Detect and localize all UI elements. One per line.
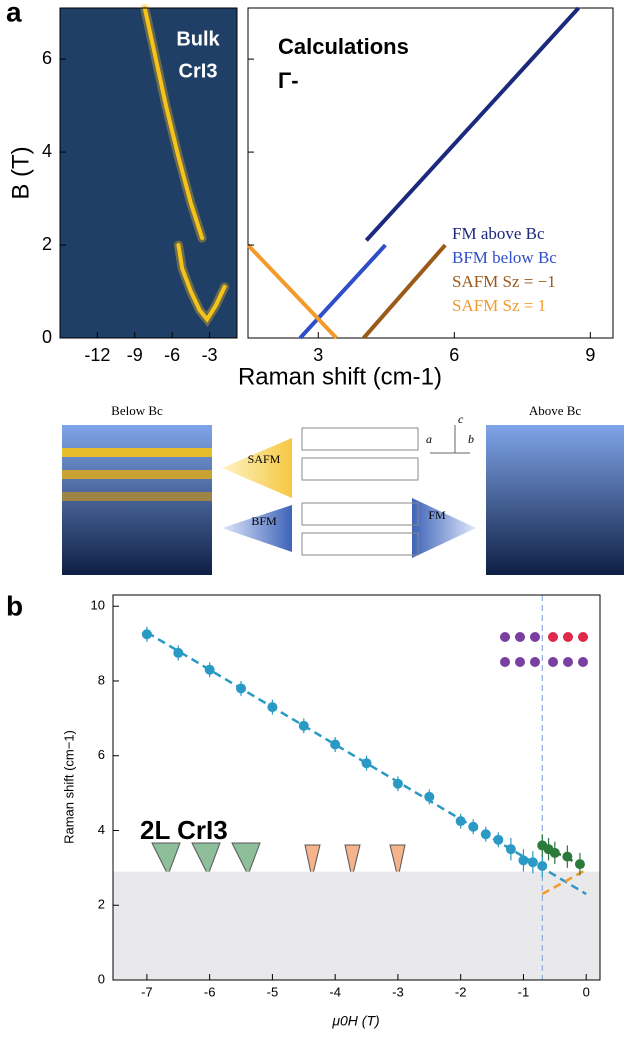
y-tick-label: 10	[91, 598, 105, 613]
data-point	[204, 664, 215, 675]
fit-line	[146, 631, 587, 896]
chart-title: Calculations	[278, 34, 409, 59]
x-tick-label: 6	[449, 345, 459, 365]
data-point	[505, 844, 516, 855]
data-point	[537, 860, 548, 871]
data-point	[455, 816, 466, 827]
data-point	[527, 857, 538, 868]
data-point	[493, 834, 504, 845]
data-point	[480, 829, 491, 840]
arrow-bfm	[222, 505, 292, 552]
schematic: c a b Below Bc Above Bc SAFM BFM FM	[62, 403, 624, 575]
data-point	[518, 855, 529, 866]
plot-frame	[59, 7, 238, 339]
x-tick-label: -1	[518, 984, 530, 999]
arrow-label: FM	[428, 508, 446, 522]
y-tick-label: 2	[98, 897, 105, 912]
calc-line	[246, 243, 338, 340]
data-point	[330, 739, 341, 750]
arrow-label: BFM	[251, 514, 277, 528]
stack-label: Below Bc	[111, 403, 163, 418]
x-tick-label: -2	[455, 984, 467, 999]
data-point	[173, 647, 184, 658]
annotation: CrI3	[179, 60, 218, 82]
y-tick-label: 6	[42, 48, 52, 68]
axis-letter: b	[468, 432, 474, 446]
plot-frame	[112, 594, 601, 981]
data-point	[236, 683, 247, 694]
x-tick-label: -3	[392, 984, 404, 999]
y-tick-label: 4	[42, 141, 52, 161]
x-tick-label: -12	[84, 345, 110, 365]
arrow-safm	[222, 438, 292, 498]
lattice	[301, 427, 419, 556]
data-point	[549, 847, 560, 858]
x-tick-label: -9	[127, 345, 143, 365]
y-tick-label: 0	[42, 327, 52, 347]
calc-line	[364, 6, 581, 242]
stack-label: Above Bc	[529, 403, 582, 418]
y-tick-label: 6	[98, 747, 105, 762]
data-point	[298, 720, 309, 731]
data-point	[574, 859, 585, 870]
layer	[62, 492, 212, 501]
streak	[142, 6, 205, 241]
x-tick-label: -6	[164, 345, 180, 365]
y-axis-label: Raman shift (cm−1)	[61, 730, 76, 844]
shaded-region	[113, 871, 600, 980]
chart-subtitle: Γ-	[278, 68, 299, 93]
stack-above	[486, 425, 624, 575]
data-point	[468, 821, 479, 832]
legend-entry: FM above Bc	[452, 224, 545, 243]
x-axis-label: μ0H (T)	[331, 1013, 379, 1029]
fit-line	[541, 868, 587, 896]
legend-entry: SAFM Sz = 1	[452, 296, 546, 315]
x-tick-label: 3	[313, 345, 323, 365]
x-tick-label: -3	[202, 345, 218, 365]
y-tick-label: 0	[98, 971, 105, 986]
spin-icons	[500, 632, 588, 667]
x-tick-label: -6	[204, 984, 216, 999]
y-tick-label: 2	[42, 234, 52, 254]
x-tick-label: 9	[585, 345, 595, 365]
arrow-label: SAFM	[248, 452, 281, 466]
annotation: Bulk	[176, 28, 220, 50]
layer	[62, 470, 212, 479]
streak	[176, 243, 227, 323]
arrow-fm	[412, 498, 476, 558]
legend-entry: BFM below Bc	[452, 248, 557, 267]
data-point	[562, 851, 573, 862]
x-tick-label: -5	[267, 984, 279, 999]
y-tick-label: 4	[98, 822, 105, 837]
calc-line	[362, 243, 447, 340]
x-tick-label: -4	[329, 984, 341, 999]
panel-label: b	[6, 590, 23, 621]
data-point	[392, 778, 403, 789]
map-background	[60, 8, 237, 338]
data-point	[267, 702, 278, 713]
y-tick-label: 8	[98, 672, 105, 687]
panel-label: a	[6, 0, 22, 27]
annotation: 2L CrI3	[140, 815, 228, 845]
data-point	[424, 791, 435, 802]
x-axis-label: Raman shift (cm-1)	[238, 363, 442, 390]
axis-letter: c	[458, 412, 464, 426]
calc-line	[298, 243, 387, 340]
data-point	[141, 629, 152, 640]
x-tick-label: -7	[141, 984, 153, 999]
layer	[62, 448, 212, 457]
x-tick-label: 0	[583, 984, 590, 999]
data-point	[361, 758, 372, 769]
axis-letter: a	[426, 432, 432, 446]
legend-entry: SAFM Sz = −1	[452, 272, 556, 291]
y-axis-label: B (T)	[7, 146, 34, 199]
